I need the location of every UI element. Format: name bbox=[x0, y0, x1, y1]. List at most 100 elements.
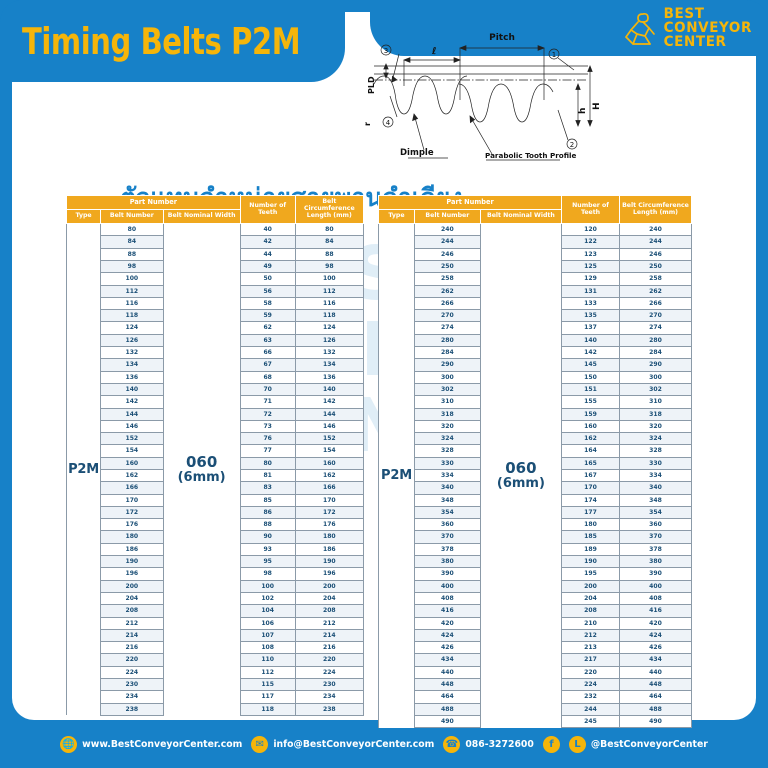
table-row: 140 70 140 bbox=[67, 382, 365, 397]
table-row: 370 185 370 bbox=[379, 530, 693, 544]
table-row: 324 162 324 bbox=[379, 432, 693, 446]
table-row: 416 208 416 bbox=[379, 604, 693, 618]
table-row: 318 159 318 bbox=[379, 407, 693, 421]
cell-number-of-teeth: 107 bbox=[239, 628, 296, 643]
th-number-of-teeth-right: Number of Teeth bbox=[561, 194, 620, 225]
table-row: P2M 80 060 (6mm) 40 80 bbox=[65, 223, 365, 716]
diagram-label-r: r bbox=[363, 122, 372, 126]
cell-circumference: 216 bbox=[294, 641, 365, 655]
cell-belt-number: 172 bbox=[100, 505, 164, 520]
cell-type-left: P2M bbox=[65, 223, 102, 716]
table-row: 170 85 170 bbox=[67, 493, 365, 507]
parts-table-left-wrapper: Part Number Number of Teeth Belt Circumf… bbox=[65, 194, 365, 716]
cell-belt-number: 100 bbox=[100, 272, 164, 286]
cell-number-of-teeth: 212 bbox=[561, 628, 620, 643]
table-row: 440 220 440 bbox=[379, 665, 693, 680]
cell-belt-number: 204 bbox=[100, 591, 164, 606]
table-row: 424 212 424 bbox=[379, 628, 693, 643]
cell-circumference: 290 bbox=[618, 358, 693, 372]
cell-number-of-teeth: 200 bbox=[561, 579, 620, 593]
table-row: 302 151 302 bbox=[379, 382, 693, 397]
th-number-of-teeth-left: Number of Teeth bbox=[239, 194, 296, 225]
footer-item-facebook[interactable]: f bbox=[542, 735, 560, 753]
table-row: 136 68 136 bbox=[67, 370, 365, 384]
cell-circumference: 162 bbox=[294, 468, 365, 483]
diagram-label-h-big: H bbox=[592, 102, 602, 110]
cell-belt-number: 246 bbox=[413, 247, 481, 261]
cell-belt-number: 140 bbox=[100, 382, 164, 397]
diagram-label-pld: PLD bbox=[367, 76, 376, 94]
cell-belt-number: 408 bbox=[413, 591, 481, 606]
cell-circumference: 84 bbox=[294, 235, 365, 249]
footer-item-email[interactable]: ✉ info@BestConveyorCenter.com bbox=[251, 735, 434, 753]
cell-belt-number: 200 bbox=[100, 579, 164, 593]
cell-number-of-teeth: 77 bbox=[239, 444, 296, 458]
footer-item-phone[interactable]: ☎ 086-3272600 bbox=[443, 735, 534, 753]
cell-circumference: 134 bbox=[294, 358, 365, 372]
cell-circumference: 434 bbox=[618, 653, 693, 667]
cell-circumference: 224 bbox=[294, 665, 365, 680]
table-row: 490 245 490 bbox=[379, 714, 693, 729]
page-title: Timing Belts P2M bbox=[22, 20, 301, 63]
table-row: 216 108 216 bbox=[67, 641, 365, 655]
cell-circumference: 204 bbox=[294, 591, 365, 606]
cell-number-of-teeth: 174 bbox=[561, 493, 620, 507]
cell-circumference: 324 bbox=[618, 432, 693, 446]
cell-number-of-teeth: 180 bbox=[561, 518, 620, 532]
cell-belt-number: 370 bbox=[413, 530, 481, 544]
parts-table-right-body: P2M 240 060 (6mm) 120 240 244 122 244 246 123 246 25… bbox=[378, 223, 693, 729]
cell-belt-number: 234 bbox=[100, 690, 164, 704]
cell-circumference: 126 bbox=[294, 333, 365, 348]
table-row: 154 77 154 bbox=[67, 444, 365, 458]
cell-belt-number: 240 bbox=[413, 223, 481, 237]
cell-number-of-teeth: 88 bbox=[239, 518, 296, 532]
footer-phone-text: 086-3272600 bbox=[465, 738, 534, 750]
envelope-icon: ✉ bbox=[251, 735, 269, 753]
cell-circumference: 266 bbox=[618, 296, 693, 311]
cell-belt-number: 214 bbox=[100, 628, 164, 643]
cell-belt-number: 284 bbox=[413, 346, 481, 360]
cell-number-of-teeth: 160 bbox=[561, 419, 620, 434]
table-row: 88 44 88 bbox=[67, 247, 365, 261]
cell-number-of-teeth: 210 bbox=[561, 616, 620, 630]
cell-number-of-teeth: 117 bbox=[239, 690, 296, 704]
cell-circumference: 172 bbox=[294, 505, 365, 520]
cell-number-of-teeth: 106 bbox=[239, 616, 296, 630]
table-row: 166 83 166 bbox=[67, 481, 365, 495]
diagram-callout-2: 2 bbox=[570, 141, 574, 149]
cell-circumference: 176 bbox=[294, 518, 365, 532]
footer-item-line[interactable]: L @BestConveyorCenter bbox=[568, 735, 708, 753]
footer-item-website[interactable]: 🌐 www.BestConveyorCenter.com bbox=[60, 735, 242, 753]
cell-belt-number: 224 bbox=[100, 665, 164, 680]
cell-circumference: 124 bbox=[294, 321, 365, 335]
table-row: 214 107 214 bbox=[67, 628, 365, 643]
cell-circumference: 214 bbox=[294, 628, 365, 643]
table-row: 400 200 400 bbox=[379, 579, 693, 593]
table-row: 320 160 320 bbox=[379, 419, 693, 434]
cell-belt-number: 160 bbox=[100, 456, 164, 471]
table-row: 230 115 230 bbox=[67, 678, 365, 692]
cell-circumference: 100 bbox=[294, 272, 365, 286]
cell-number-of-teeth: 155 bbox=[561, 395, 620, 409]
table-row: 354 177 354 bbox=[379, 505, 693, 520]
conveyor-worker-icon bbox=[624, 12, 655, 45]
th-part-number-group-right: Part Number bbox=[377, 194, 563, 211]
cell-belt-number: 216 bbox=[100, 641, 164, 655]
cell-number-of-teeth: 76 bbox=[239, 432, 296, 446]
cell-circumference: 448 bbox=[618, 678, 693, 692]
cell-belt-number: 400 bbox=[413, 579, 481, 593]
cell-number-of-teeth: 70 bbox=[239, 382, 296, 397]
header-banner-right: BEST CONVEYOR CENTER bbox=[370, 0, 768, 56]
cell-circumference: 166 bbox=[294, 481, 365, 495]
table-row: 334 167 334 bbox=[379, 468, 693, 483]
table-row: 180 90 180 bbox=[67, 530, 365, 544]
cell-circumference: 424 bbox=[618, 628, 693, 643]
table-row: 144 72 144 bbox=[67, 407, 365, 421]
globe-icon: 🌐 bbox=[60, 735, 78, 753]
cell-belt-number: 262 bbox=[413, 284, 481, 298]
table-row: 328 164 328 bbox=[379, 444, 693, 458]
cell-number-of-teeth: 135 bbox=[561, 309, 620, 323]
cell-belt-number: 126 bbox=[100, 333, 164, 348]
cell-belt-number: 186 bbox=[100, 542, 164, 557]
table-row: 152 76 152 bbox=[67, 432, 365, 446]
